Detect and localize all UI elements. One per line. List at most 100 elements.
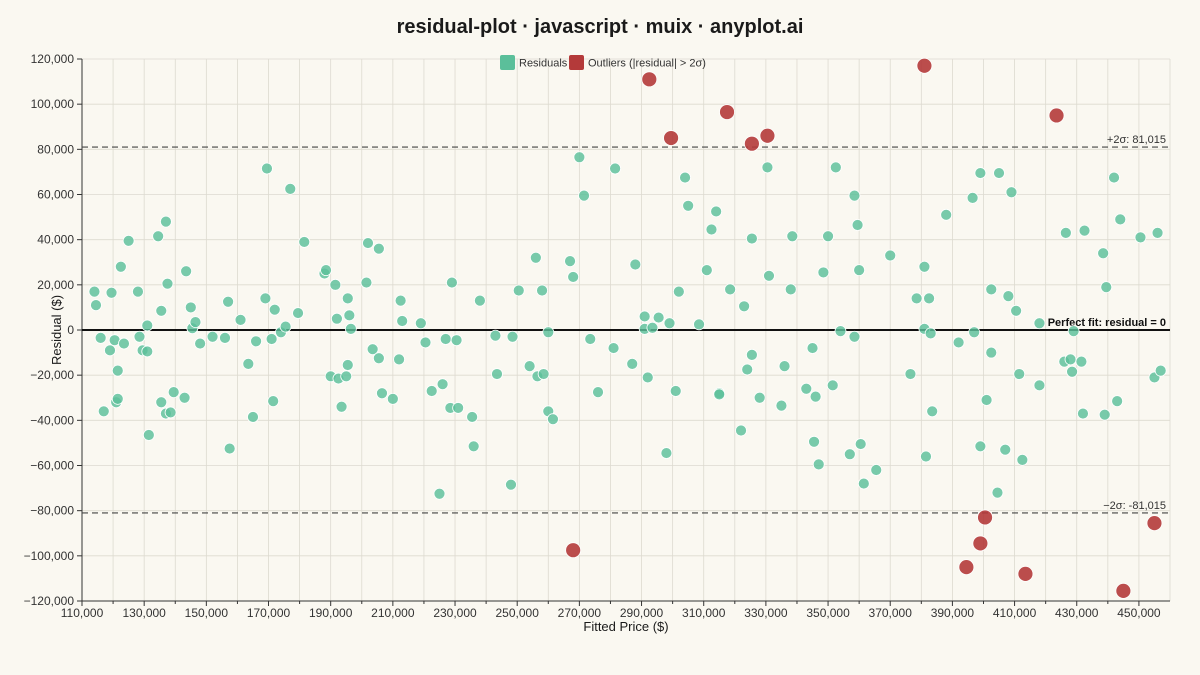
residual-point[interactable] — [88, 285, 101, 298]
residual-point[interactable] — [607, 342, 620, 354]
residual-point[interactable] — [292, 307, 304, 319]
residual-point[interactable] — [884, 249, 897, 262]
residual-point[interactable] — [834, 325, 847, 338]
residual-point[interactable] — [419, 336, 432, 349]
outlier-point[interactable] — [565, 542, 582, 559]
residual-point[interactable] — [267, 395, 280, 408]
residual-point[interactable] — [980, 394, 993, 406]
residual-point[interactable] — [923, 292, 935, 305]
residual-point[interactable] — [111, 392, 124, 405]
residual-point[interactable] — [506, 330, 519, 343]
residual-point[interactable] — [999, 443, 1012, 456]
residual-point[interactable] — [547, 413, 559, 426]
residual-point[interactable] — [592, 386, 604, 399]
residual-point[interactable] — [924, 327, 937, 340]
residual-point[interactable] — [663, 317, 676, 330]
residual-point[interactable] — [705, 223, 718, 236]
residual-point[interactable] — [1033, 379, 1046, 392]
residual-point[interactable] — [536, 284, 548, 297]
residual-point[interactable] — [700, 264, 713, 277]
residual-point[interactable] — [985, 283, 998, 296]
residual-point[interactable] — [761, 161, 774, 174]
residual-point[interactable] — [284, 182, 297, 195]
residual-point[interactable] — [189, 316, 202, 328]
residual-point[interactable] — [512, 284, 525, 297]
outlier-point[interactable] — [743, 135, 760, 152]
residual-point[interactable] — [1111, 395, 1124, 408]
residual-point[interactable] — [1067, 325, 1080, 338]
residual-point[interactable] — [1114, 213, 1127, 226]
residual-point[interactable] — [386, 392, 399, 405]
residual-point[interactable] — [940, 208, 953, 221]
residual-point[interactable] — [843, 448, 856, 461]
residual-point[interactable] — [155, 396, 168, 409]
residual-point[interactable] — [1064, 353, 1077, 366]
residual-point[interactable] — [132, 285, 144, 298]
residual-point[interactable] — [105, 286, 118, 299]
residual-point[interactable] — [926, 405, 939, 418]
residual-point[interactable] — [261, 162, 273, 175]
residual-point[interactable] — [1059, 226, 1072, 239]
residual-point[interactable] — [393, 353, 405, 366]
outlier-point[interactable] — [719, 104, 735, 120]
residual-point[interactable] — [584, 333, 597, 345]
residual-point[interactable] — [646, 321, 659, 334]
residual-point[interactable] — [638, 310, 651, 323]
residual-point[interactable] — [142, 429, 155, 441]
residual-point[interactable] — [745, 348, 758, 361]
residual-point[interactable] — [629, 258, 642, 271]
residual-point[interactable] — [184, 301, 197, 314]
residual-point[interactable] — [1151, 226, 1164, 239]
residual-point[interactable] — [763, 269, 775, 282]
residual-point[interactable] — [693, 318, 705, 331]
residual-point[interactable] — [537, 368, 550, 380]
residual-point[interactable] — [152, 230, 165, 243]
residual-point[interactable] — [111, 364, 124, 377]
residual-point[interactable] — [784, 283, 797, 296]
residual-point[interactable] — [265, 333, 278, 345]
residual-point[interactable] — [180, 265, 193, 278]
legend[interactable]: Residuals Outliers (|residual| > 2σ) — [500, 55, 706, 70]
residual-point[interactable] — [268, 303, 281, 316]
residual-point[interactable] — [1075, 355, 1088, 368]
residual-point[interactable] — [1066, 365, 1078, 378]
residual-point[interactable] — [968, 326, 981, 339]
residual-point[interactable] — [523, 360, 536, 373]
residual-point[interactable] — [738, 300, 751, 313]
residual-point[interactable] — [164, 406, 177, 419]
residual-point[interactable] — [578, 189, 590, 202]
outlier-point[interactable] — [972, 535, 989, 552]
residual-point[interactable] — [341, 359, 354, 371]
residual-point[interactable] — [808, 435, 820, 448]
residual-point[interactable] — [826, 379, 839, 392]
residual-point[interactable] — [133, 330, 146, 343]
residual-point[interactable] — [452, 402, 465, 414]
residual-point[interactable] — [414, 317, 427, 330]
residual-point[interactable] — [641, 371, 654, 384]
residual-point[interactable] — [219, 332, 231, 344]
residual-point[interactable] — [234, 313, 247, 326]
residual-point[interactable] — [335, 400, 348, 413]
residual-point[interactable] — [341, 292, 354, 305]
residual-point[interactable] — [122, 234, 135, 247]
residual-point[interactable] — [854, 438, 867, 450]
residual-point[interactable] — [812, 458, 825, 471]
residual-point[interactable] — [848, 189, 861, 202]
residual-point[interactable] — [372, 242, 385, 255]
legend-label-residuals[interactable]: Residuals — [519, 58, 568, 70]
residual-point[interactable] — [425, 385, 438, 397]
residual-point[interactable] — [1097, 247, 1110, 260]
outlier-point[interactable] — [1017, 566, 1034, 582]
residual-point[interactable] — [1033, 317, 1046, 330]
residual-point[interactable] — [331, 312, 343, 325]
residual-point[interactable] — [1016, 453, 1029, 466]
residual-point[interactable] — [259, 292, 272, 305]
residual-point[interactable] — [446, 276, 458, 289]
residual-point[interactable] — [362, 237, 374, 249]
residual-point[interactable] — [529, 251, 542, 264]
residual-point[interactable] — [910, 292, 923, 305]
residual-point[interactable] — [1013, 368, 1026, 380]
residual-point[interactable] — [489, 329, 502, 342]
residual-point[interactable] — [114, 260, 127, 273]
residual-point[interactable] — [817, 266, 830, 279]
